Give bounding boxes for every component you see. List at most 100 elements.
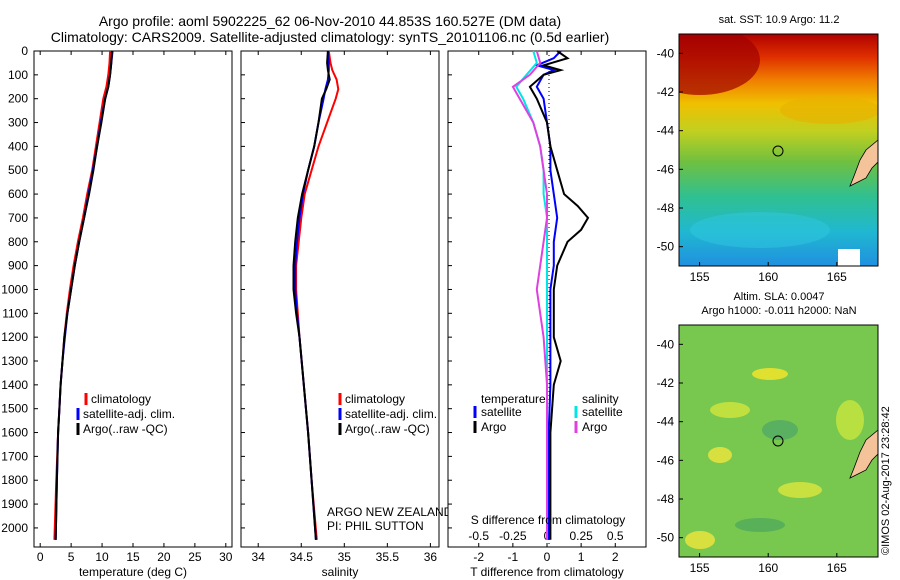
argo-position-marker bbox=[772, 145, 784, 157]
x-tick-label: 30 bbox=[219, 550, 233, 564]
legend-title-salinity: salinity bbox=[582, 392, 619, 406]
argo-group-annotation: ARGO NEW ZEALAND bbox=[327, 505, 453, 519]
y-tick-label: 200 bbox=[8, 92, 28, 106]
x-tick-label: -2 bbox=[473, 550, 484, 564]
salinity-profile-panel: 34 34.5 35 35.5 36 salinity climatology sate… bbox=[240, 50, 453, 579]
y-tick-label: 1700 bbox=[1, 449, 28, 463]
depth-axis: 0 100 200 300 400 500 600 700 800 900 1000 1100 1200… bbox=[1, 44, 38, 535]
y-tick-label: 500 bbox=[8, 163, 28, 177]
map-y-tick-label: -46 bbox=[657, 162, 675, 176]
salinity-xlabel: salinity bbox=[322, 565, 359, 579]
map-y-tick-label: -40 bbox=[657, 46, 675, 60]
legend-label-satellite: satellite-adj. clim. bbox=[345, 407, 437, 421]
y-tick-label: 600 bbox=[8, 187, 28, 201]
temperature-series bbox=[53, 50, 114, 540]
map-y-tick-label: -40 bbox=[657, 337, 675, 351]
figure-title-line1: Argo profile: aoml 5902225_62 06-Nov-201… bbox=[98, 13, 562, 29]
map-y-tick-label: -44 bbox=[657, 415, 675, 429]
series-line-satellite bbox=[533, 50, 562, 540]
y-tick-label: 1100 bbox=[2, 306, 28, 320]
x-tick-label: 34 bbox=[252, 550, 266, 564]
s-tick-label: 0.25 bbox=[569, 529, 593, 543]
y-tick-label: 700 bbox=[8, 211, 28, 225]
y-tick-label: 1400 bbox=[1, 378, 28, 392]
difference-series bbox=[511, 50, 590, 540]
map-y-tick-label: -44 bbox=[657, 124, 675, 138]
y-tick-label: 400 bbox=[8, 139, 28, 153]
legend-title-temperature: temperature bbox=[481, 392, 546, 406]
y-tick-label: 300 bbox=[8, 116, 28, 130]
x-tick-label: 0 bbox=[544, 550, 551, 564]
x-tick-label: 2 bbox=[612, 550, 619, 564]
s-difference-label: S difference from climatology bbox=[471, 513, 626, 527]
y-tick-label: 100 bbox=[8, 68, 28, 82]
x-tick-label: 34.5 bbox=[290, 550, 314, 564]
y-tick-label: 1900 bbox=[1, 497, 28, 511]
new-zealand-coast bbox=[849, 139, 878, 187]
new-zealand-coast bbox=[849, 429, 878, 479]
legend-label-satellite: satellite-adj. clim. bbox=[83, 407, 175, 421]
s-tick-label: -0.5 bbox=[468, 529, 489, 543]
map-x-tick-label: 155 bbox=[690, 561, 710, 575]
temperature-legend: climatology satellite-adj. clim. Argo(..… bbox=[76, 392, 175, 436]
sst-map-frame bbox=[678, 33, 879, 267]
s-tick-label: -0.25 bbox=[499, 529, 527, 543]
map-y-tick-label: -50 bbox=[657, 240, 675, 254]
sst-map: 155 160 165 -40 -42 -44 -46 -48 -50 bbox=[657, 33, 879, 284]
sla-map-axes: 155 160 165 -40 -42 -44 -46 -48 -50 bbox=[657, 337, 848, 575]
salinity-legend: climatology satellite-adj. clim. Argo(..… bbox=[338, 392, 437, 436]
y-tick-label: 0 bbox=[21, 44, 28, 58]
t-difference-axis: -2 -1 0 1 2 bbox=[448, 50, 619, 564]
series-line-argo-raw-qc- bbox=[54, 50, 113, 540]
map-y-tick-label: -48 bbox=[657, 201, 675, 215]
y-tick-label: 800 bbox=[8, 235, 28, 249]
map-y-tick-label: -46 bbox=[657, 453, 675, 467]
map-x-tick-label: 155 bbox=[690, 270, 710, 284]
x-tick-label: 10 bbox=[95, 550, 109, 564]
x-tick-label: 15 bbox=[126, 550, 140, 564]
y-tick-label: 1200 bbox=[1, 330, 28, 344]
legend-label-t-satellite: satellite bbox=[481, 405, 522, 419]
legend-label-t-argo: Argo bbox=[481, 420, 507, 434]
legend-label-argo: Argo(..raw -QC) bbox=[345, 422, 430, 436]
legend-label-s-satellite: satellite bbox=[582, 405, 623, 419]
map-y-tick-label: -50 bbox=[657, 531, 675, 545]
temperature-xlabel: temperature (deg C) bbox=[79, 565, 187, 579]
figure-title-line2: Climatology: CARS2009. Satellite-adjuste… bbox=[50, 29, 610, 45]
sla-map-title-line1: Altim. SLA: 0.0047 bbox=[733, 291, 825, 303]
x-tick-label: 20 bbox=[157, 550, 171, 564]
sla-map-title-line2: Argo h1000: -0.011 h2000: NaN bbox=[701, 305, 857, 317]
y-tick-label: 1000 bbox=[1, 282, 28, 296]
difference-profile-panel: -2 -1 0 1 2 -0.5 -0.25 0 0.25 0.5 S difference f… bbox=[447, 50, 647, 579]
y-tick-label: 1600 bbox=[1, 426, 28, 440]
salinity-axis: 34 34.5 35 35.5 36 bbox=[241, 50, 438, 564]
map-x-tick-label: 160 bbox=[758, 270, 778, 284]
legend-label-climatology: climatology bbox=[91, 392, 151, 406]
map-y-tick-label: -42 bbox=[657, 85, 675, 99]
y-tick-label: 900 bbox=[8, 259, 28, 273]
x-tick-label: 36 bbox=[424, 550, 438, 564]
x-tick-label: 5 bbox=[68, 550, 75, 564]
x-tick-label: 35.5 bbox=[376, 550, 400, 564]
x-tick-label: 0 bbox=[37, 550, 44, 564]
sla-map: 155 160 165 -40 -42 -44 -46 -48 -50 bbox=[657, 324, 879, 575]
sst-map-axes: 155 160 165 -40 -42 -44 -46 -48 -50 bbox=[657, 46, 848, 284]
x-tick-label: 1 bbox=[578, 550, 585, 564]
x-tick-label: 35 bbox=[338, 550, 352, 564]
y-tick-label: 2000 bbox=[1, 521, 28, 535]
s-tick-label: 0.5 bbox=[607, 529, 624, 543]
pi-annotation: PI: PHIL SUTTON bbox=[327, 519, 424, 533]
legend-label-climatology: climatology bbox=[345, 392, 405, 406]
map-y-tick-label: -48 bbox=[657, 492, 675, 506]
sla-field bbox=[679, 325, 878, 557]
temperature-profile-panel: 0100200300400500600700800900100011001200… bbox=[1, 44, 233, 579]
salinity-series bbox=[292, 50, 340, 540]
sst-map-title: sat. SST: 10.9 Argo: 11.2 bbox=[718, 14, 840, 26]
argo-position-marker bbox=[772, 435, 784, 447]
series-line-argo bbox=[511, 50, 548, 540]
difference-legend: temperature satellite Argo salinity sate… bbox=[473, 392, 623, 434]
temperature-axes-frame bbox=[33, 50, 233, 548]
map-x-tick-label: 165 bbox=[827, 561, 847, 575]
temperature-axis: 0 5 10 15 20 25 30 bbox=[37, 51, 233, 564]
